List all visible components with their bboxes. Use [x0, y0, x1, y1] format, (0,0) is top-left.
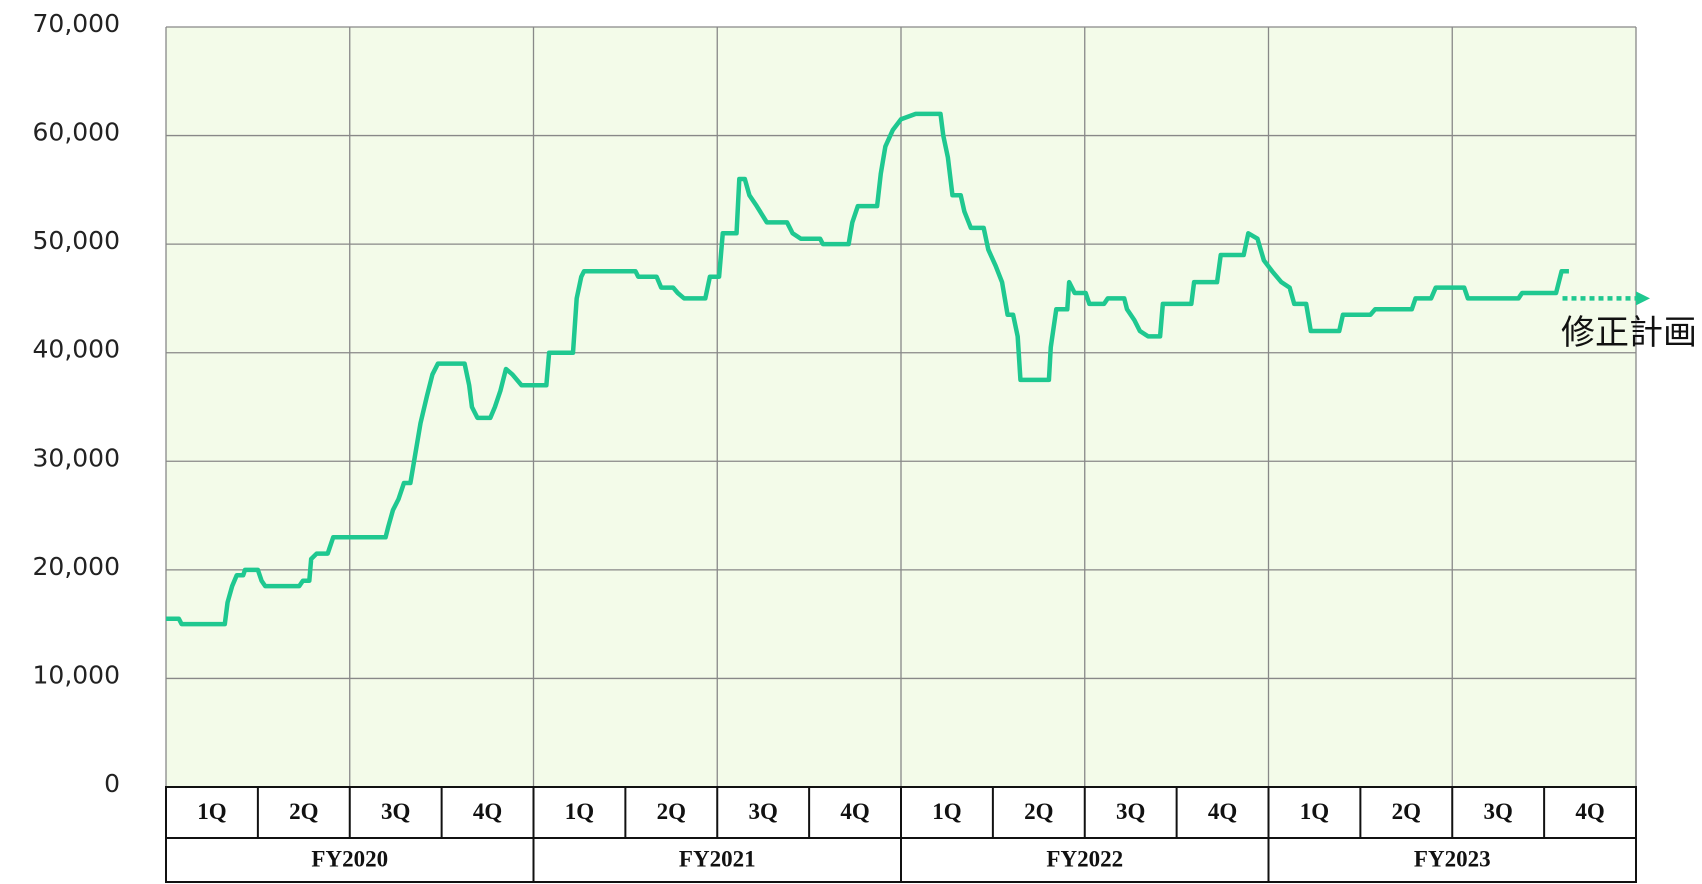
x-tick-label: 4Q — [1575, 799, 1604, 824]
x-tick-label: 4Q — [840, 799, 869, 824]
x-tick-label: 2Q — [1392, 799, 1421, 824]
group-label: FY2022 — [1046, 846, 1123, 871]
x-tick-label: 3Q — [1116, 799, 1145, 824]
x-tick-label: 4Q — [1208, 799, 1237, 824]
x-tick-label: 2Q — [289, 799, 318, 824]
x-tick-label: 3Q — [381, 799, 410, 824]
x-tick-label: 1Q — [197, 799, 226, 824]
y-tick-label: 50,000 — [33, 226, 120, 255]
x-tick-label: 3Q — [748, 799, 777, 824]
group-label: FY2020 — [311, 846, 388, 871]
x-tick-label: 4Q — [473, 799, 502, 824]
x-tick-label: 1Q — [565, 799, 594, 824]
y-tick-label: 30,000 — [33, 443, 120, 472]
x-tick-label: 2Q — [1024, 799, 1053, 824]
line-label: 修正計画 — [1561, 313, 1697, 353]
x-tick-label: 1Q — [1300, 799, 1329, 824]
arrow-head — [1636, 291, 1650, 306]
y-tick-label: 70,000 — [33, 9, 120, 38]
y-tick-label: 60,000 — [33, 118, 120, 147]
group-label: FY2023 — [1414, 846, 1491, 871]
group-label: FY2021 — [679, 846, 756, 871]
x-tick-label: 1Q — [932, 799, 961, 824]
x-tick-label: 3Q — [1483, 799, 1512, 824]
x-tick-label: 2Q — [657, 799, 686, 824]
y-tick-label: 10,000 — [33, 660, 120, 689]
y-tick-label: 0 — [104, 769, 120, 798]
y-tick-label: 40,000 — [33, 335, 120, 364]
y-tick-label: 20,000 — [33, 552, 120, 581]
line — [166, 111, 1569, 627]
